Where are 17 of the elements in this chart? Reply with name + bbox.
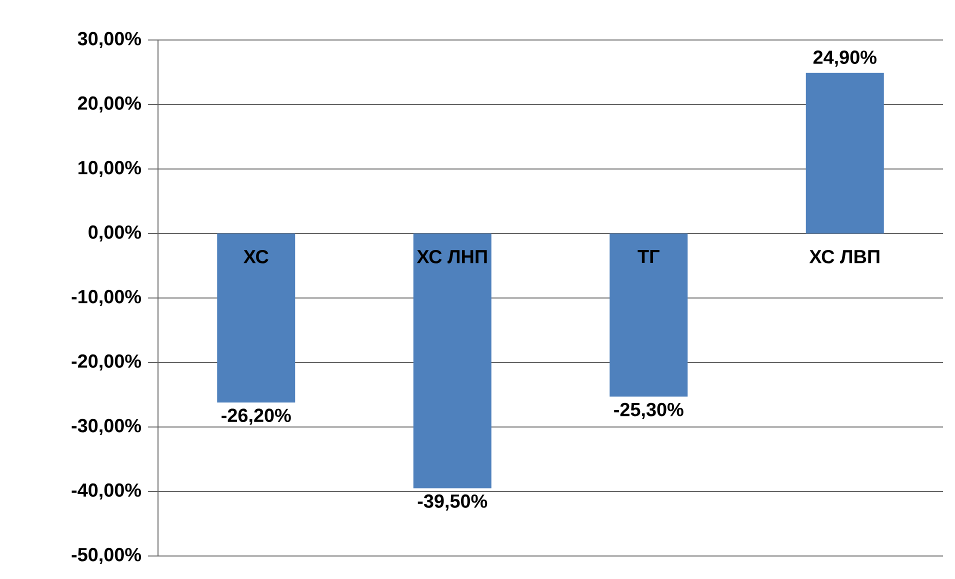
y-tick-label: -10,00% <box>72 290 142 306</box>
data-label: -26,20% <box>222 408 291 425</box>
y-tick-label: 20,00% <box>78 96 142 113</box>
x-tick-label: ХС <box>244 250 268 264</box>
x-tick-label: ХС ЛВП <box>809 250 880 264</box>
data-label: 24,90% <box>813 50 876 67</box>
y-tick-label: 10,00% <box>78 160 142 178</box>
y-tick-label: -20,00% <box>72 354 142 371</box>
x-tick-label: ХС ЛНП <box>416 250 487 264</box>
y-tick-label: 30,00% <box>78 32 142 48</box>
y-tick-label: -50,00% <box>72 548 142 564</box>
y-tick-label: 0,00% <box>88 225 142 242</box>
y-tick-label: -30,00% <box>72 418 142 436</box>
x-tick-label: ТГ <box>638 250 660 263</box>
data-label: -25,30% <box>614 402 684 419</box>
data-label: -39,50% <box>418 494 488 511</box>
y-tick-label: -40,00% <box>72 483 142 500</box>
